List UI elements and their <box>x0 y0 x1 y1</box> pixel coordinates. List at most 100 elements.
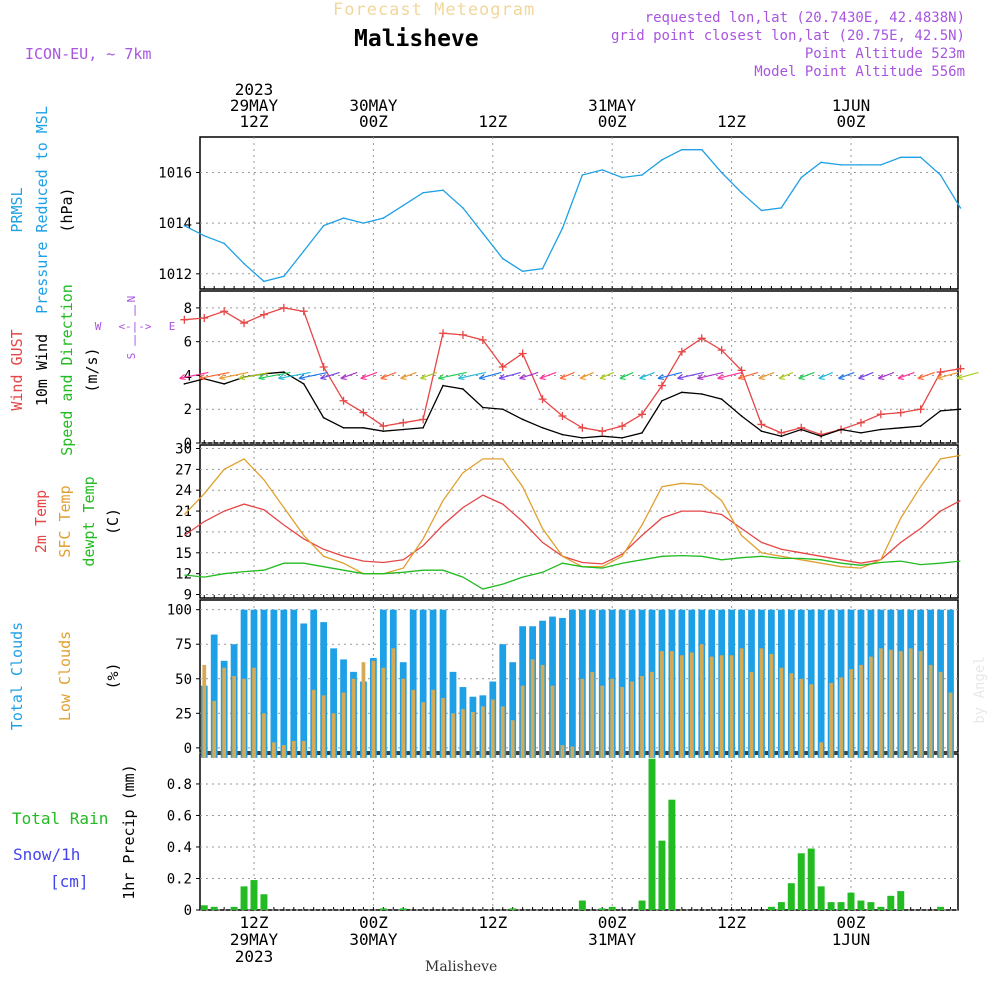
low-cloud-bar <box>451 713 455 758</box>
y-tick-label: 8 <box>184 301 192 317</box>
wind-speed-point <box>223 383 225 385</box>
low-cloud-bar <box>729 655 734 758</box>
total-cloud-bar <box>210 634 218 758</box>
wind-arrow <box>599 371 615 379</box>
wind-arrow <box>818 371 833 379</box>
pressure-point <box>223 242 225 245</box>
pressure-axis-label: Pressure Reduced to MSL <box>33 106 51 314</box>
pressure-point <box>800 176 803 179</box>
total-cloud-bar <box>409 609 417 758</box>
wind-arrow <box>479 371 502 380</box>
compass-s: S <box>125 353 138 360</box>
low-cloud-bar <box>351 678 356 758</box>
gust-point <box>399 418 408 427</box>
wind-arrow <box>380 371 397 380</box>
gust-point <box>339 396 348 405</box>
low-cloud-bar <box>948 692 953 758</box>
precip-bar <box>200 905 208 910</box>
wind-speed-point <box>919 425 922 427</box>
low-cloud-bar <box>908 648 913 758</box>
wind-axis-label: Speed and Direction <box>58 284 76 456</box>
gust-point <box>299 307 308 316</box>
wind-arrow <box>438 371 467 380</box>
wind-speed-point <box>521 418 524 421</box>
gust-point <box>279 303 288 312</box>
total-cloud-bar <box>320 622 328 758</box>
wind-arrowhead <box>380 373 387 381</box>
wind-arrow <box>639 371 655 380</box>
wind-arrow <box>458 371 486 380</box>
low-cloud-bar <box>262 713 266 758</box>
wind-arrowhead <box>897 373 905 381</box>
precip-bar <box>797 853 805 910</box>
gust-point <box>200 314 209 323</box>
wind-arrowhead <box>340 373 347 381</box>
y-tick-label: 0.8 <box>167 777 192 793</box>
compass-n: N <box>125 296 138 303</box>
precip-bar <box>867 902 875 910</box>
wind-arrowhead <box>437 373 445 381</box>
bottom-time-label: 00Z <box>598 913 627 932</box>
pressure-point <box>283 275 285 278</box>
precip-bar <box>807 848 815 910</box>
pressure-point <box>959 207 962 209</box>
precip-bar <box>379 908 387 910</box>
low-cloud-bar <box>610 678 615 758</box>
pressure-point <box>820 161 822 164</box>
y-tick-label: 0 <box>184 436 192 452</box>
low-cloud-bar <box>600 685 605 758</box>
panel-frame-0 <box>199 136 959 290</box>
low-cloud-bar <box>321 695 326 758</box>
precip-bar <box>668 799 676 910</box>
low-cloud-bar <box>839 677 843 758</box>
pressure-point <box>681 148 683 151</box>
low-cloud-bar <box>819 742 824 758</box>
wind-arrowhead <box>717 373 724 381</box>
precip-side-label: Snow/1h <box>13 845 80 864</box>
low-cloud-bar <box>829 682 833 758</box>
y-tick-label: 0.6 <box>167 808 192 824</box>
low-cloud-bar <box>849 669 853 758</box>
y-tick-label: 50 <box>175 672 192 688</box>
low-cloud-bar <box>650 671 654 758</box>
wind-arrow <box>657 371 683 380</box>
low-cloud-bar <box>938 671 943 758</box>
wind-arrow <box>278 371 311 380</box>
wind-speed-point <box>541 427 544 429</box>
top-time-label: 00Z <box>598 112 627 131</box>
pressure-point <box>302 250 305 252</box>
wind-compass: N|W <-|-> E|S <box>95 296 176 360</box>
low-cloud-bar <box>341 692 346 758</box>
top-time-label: 2023 <box>235 80 274 99</box>
pressure-point <box>760 209 763 212</box>
low-cloud-bar <box>371 660 376 758</box>
low-cloud-bar <box>461 709 465 758</box>
pressure-line <box>184 149 961 283</box>
wind-arrow <box>858 371 874 380</box>
wind-speed-line <box>184 371 961 439</box>
wind-arrowhead <box>956 373 963 381</box>
total-cloud-bar <box>270 609 278 758</box>
gust-point <box>717 346 726 355</box>
gust-point <box>558 411 567 420</box>
precip-bar <box>648 758 656 910</box>
wind-arrowhead <box>758 373 765 381</box>
y-tick-label: 15 <box>175 546 192 562</box>
temp-sfc-line <box>183 454 961 575</box>
low-cloud-bar <box>918 651 923 758</box>
precip-bar <box>817 886 825 910</box>
wind-arrowhead <box>218 373 226 381</box>
pressure-point <box>183 224 186 227</box>
gust-point <box>180 315 189 324</box>
gust-point <box>598 427 607 436</box>
low-cloud-bar <box>401 678 406 758</box>
compass-w: W <box>95 320 102 333</box>
wind-speed-point <box>880 428 882 431</box>
wind-speed-point <box>601 435 604 438</box>
wind-arrowhead <box>458 373 465 381</box>
pressure-point <box>561 227 564 229</box>
wind-arrowhead <box>400 373 407 381</box>
wind-speed-point <box>860 432 862 434</box>
wind-arrow <box>199 371 230 380</box>
top-time-label: 12Z <box>717 112 746 131</box>
